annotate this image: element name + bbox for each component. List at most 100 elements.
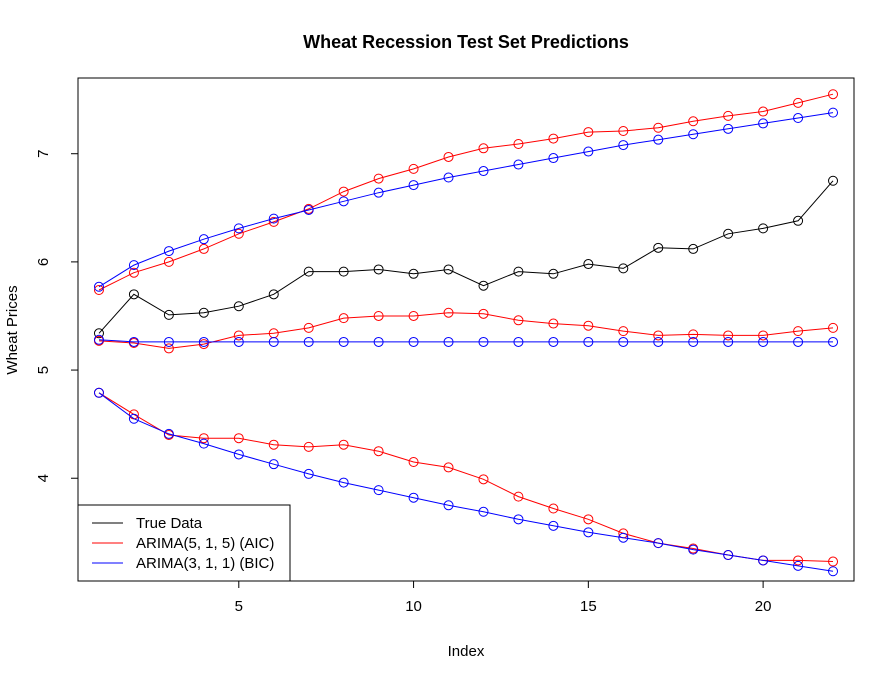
data-point bbox=[268, 289, 279, 300]
x-axis: 5 10 15 20 bbox=[235, 580, 771, 615]
data-point bbox=[793, 215, 804, 226]
data-point bbox=[408, 163, 419, 174]
data-point bbox=[758, 336, 769, 347]
data-point bbox=[653, 330, 664, 341]
series-line bbox=[98, 180, 834, 334]
data-point bbox=[198, 234, 209, 245]
data-point bbox=[478, 506, 489, 517]
data-point bbox=[163, 256, 174, 267]
data-point bbox=[373, 187, 384, 198]
data-point bbox=[513, 514, 524, 525]
data-point bbox=[163, 309, 174, 320]
data-point bbox=[653, 122, 664, 133]
data-point bbox=[513, 491, 524, 502]
data-point bbox=[793, 113, 804, 124]
data-point bbox=[583, 127, 594, 138]
data-point bbox=[128, 260, 139, 271]
data-point bbox=[583, 146, 594, 157]
data-point bbox=[233, 223, 244, 234]
data-point bbox=[793, 555, 804, 566]
x-tick-label: 10 bbox=[405, 598, 422, 615]
data-point bbox=[233, 228, 244, 239]
series-5 bbox=[93, 107, 839, 292]
data-point bbox=[338, 196, 349, 207]
data-point bbox=[163, 343, 174, 354]
data-point bbox=[723, 110, 734, 121]
data-point bbox=[793, 326, 804, 337]
y-tick-label: 4 bbox=[35, 474, 52, 482]
data-point bbox=[618, 126, 629, 137]
series-line bbox=[98, 312, 834, 349]
data-point bbox=[303, 204, 314, 215]
series-line bbox=[98, 339, 833, 343]
series-0 bbox=[93, 175, 839, 339]
data-point bbox=[478, 280, 489, 291]
series-line bbox=[98, 112, 834, 288]
data-point bbox=[723, 330, 734, 341]
legend-label-arima-bic: ARIMA(3, 1, 1) (BIC) bbox=[136, 555, 274, 572]
data-point bbox=[828, 175, 839, 186]
data-point bbox=[583, 320, 594, 331]
data-point bbox=[93, 328, 104, 339]
data-point bbox=[233, 433, 244, 444]
data-point bbox=[688, 129, 699, 140]
data-point bbox=[443, 500, 454, 511]
data-point bbox=[548, 133, 559, 144]
data-point bbox=[653, 134, 664, 145]
data-point bbox=[583, 259, 594, 270]
data-point bbox=[828, 322, 839, 333]
data-point bbox=[93, 285, 104, 296]
series-line bbox=[98, 392, 834, 572]
data-point bbox=[163, 428, 174, 439]
y-tick-label: 5 bbox=[35, 366, 52, 374]
data-point bbox=[408, 336, 419, 347]
data-point bbox=[548, 153, 559, 164]
data-point bbox=[513, 159, 524, 170]
data-point bbox=[583, 527, 594, 538]
chart-title: Wheat Recession Test Set Predictions bbox=[303, 32, 629, 52]
data-point bbox=[513, 315, 524, 326]
data-point bbox=[583, 336, 594, 347]
data-point bbox=[548, 336, 559, 347]
data-point bbox=[408, 310, 419, 321]
x-tick-label: 15 bbox=[580, 598, 597, 615]
legend: True Data ARIMA(5, 1, 5) (AIC) ARIMA(3, … bbox=[77, 504, 291, 582]
data-point bbox=[478, 308, 489, 319]
data-point bbox=[548, 268, 559, 279]
series-4 bbox=[93, 334, 839, 347]
data-point bbox=[513, 336, 524, 347]
data-point bbox=[268, 459, 279, 470]
data-point bbox=[723, 550, 734, 561]
data-point bbox=[793, 97, 804, 108]
data-point bbox=[583, 514, 594, 525]
data-point bbox=[233, 449, 244, 460]
data-point bbox=[478, 166, 489, 177]
data-point bbox=[653, 538, 664, 549]
data-point bbox=[793, 336, 804, 347]
series-2 bbox=[93, 89, 839, 296]
data-point bbox=[233, 330, 244, 341]
data-point bbox=[338, 336, 349, 347]
x-tick-label: 5 bbox=[235, 598, 243, 615]
data-point bbox=[723, 228, 734, 239]
data-point bbox=[198, 336, 209, 347]
data-point bbox=[338, 186, 349, 197]
data-point bbox=[548, 503, 559, 514]
data-point bbox=[478, 474, 489, 485]
data-point bbox=[758, 106, 769, 117]
data-point bbox=[758, 555, 769, 566]
data-point bbox=[198, 307, 209, 318]
data-point bbox=[618, 326, 629, 337]
data-point bbox=[303, 266, 314, 277]
data-point bbox=[408, 457, 419, 468]
data-point bbox=[443, 462, 454, 473]
data-point bbox=[198, 243, 209, 254]
data-point bbox=[828, 336, 839, 347]
data-point bbox=[338, 313, 349, 324]
data-point bbox=[478, 336, 489, 347]
series-line bbox=[98, 392, 834, 562]
data-point bbox=[303, 468, 314, 479]
x-axis-label: Index bbox=[448, 643, 485, 660]
data-point bbox=[618, 336, 629, 347]
data-point bbox=[303, 322, 314, 333]
